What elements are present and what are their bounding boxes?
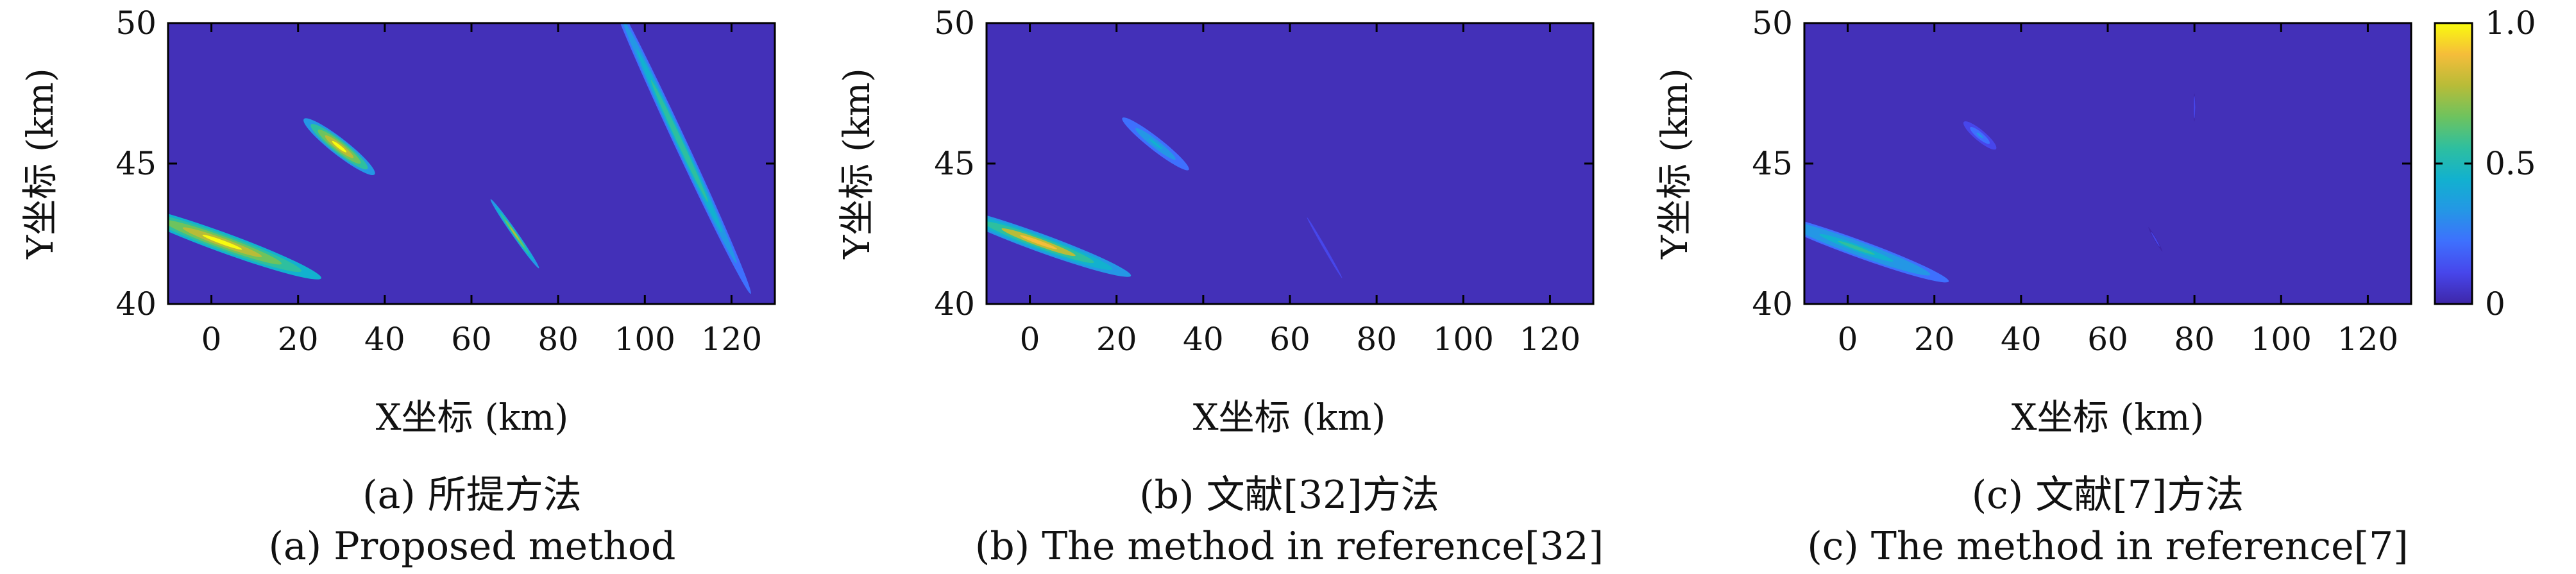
x-tick-label: 0 bbox=[201, 321, 222, 358]
target-blob-layer bbox=[1020, 235, 1057, 249]
target-blob-layer bbox=[1838, 241, 1875, 255]
x-tick-label: 120 bbox=[2337, 321, 2398, 358]
y-tick-label: 45 bbox=[934, 145, 975, 182]
target-blob-layer bbox=[332, 140, 347, 153]
y-tick-label: 40 bbox=[934, 285, 975, 323]
target-blob bbox=[168, 205, 321, 280]
colorbar-tick-label: 0.5 bbox=[2485, 145, 2536, 182]
x-tick-label: 20 bbox=[278, 321, 319, 358]
y-tick-label: 40 bbox=[1752, 285, 1793, 323]
y-tick-label: 45 bbox=[1752, 145, 1793, 182]
x-tick-label: 120 bbox=[701, 321, 762, 358]
y-tick-label: 45 bbox=[115, 145, 157, 182]
target-blob bbox=[2193, 93, 2196, 122]
colorbar-tick-label: 0 bbox=[2485, 285, 2505, 323]
target-blob bbox=[490, 199, 539, 269]
x-tick-label: 60 bbox=[1269, 321, 1310, 358]
colorbar: 1.0 0.5 0 bbox=[2434, 4, 2536, 323]
y-tick-label: 50 bbox=[115, 4, 157, 42]
x-tick-label: 100 bbox=[2251, 321, 2312, 358]
y-tick-label: 50 bbox=[1752, 4, 1793, 42]
target-blob-layer bbox=[2153, 237, 2157, 242]
target-blob bbox=[1963, 121, 1997, 150]
panel-c-caption-cn: (c) 文献[7]方法 bbox=[1972, 473, 2244, 518]
panel-c-ylabel: Y坐标 (km) bbox=[1654, 68, 1696, 260]
target-blob-layer bbox=[509, 226, 520, 241]
x-tick-label: 0 bbox=[1838, 321, 1858, 358]
target-blob bbox=[303, 118, 375, 176]
x-tick-label: 120 bbox=[1520, 321, 1580, 358]
panel-c-xlabel: X坐标 (km) bbox=[2012, 397, 2204, 439]
target-blob-layer bbox=[1976, 132, 1983, 139]
target-blob bbox=[1122, 117, 1189, 171]
x-tick-label: 40 bbox=[1183, 321, 1224, 358]
plot-background bbox=[1804, 23, 2411, 304]
panel-b-caption-cn: (b) 文献[32]方法 bbox=[1139, 473, 1439, 518]
target-blob-layer bbox=[665, 110, 694, 172]
x-tick-label: 100 bbox=[1433, 321, 1494, 358]
x-tick-label: 80 bbox=[2174, 321, 2215, 358]
x-tick-label: 40 bbox=[2001, 321, 2042, 358]
target-blob bbox=[987, 207, 1131, 277]
x-tick-label: 20 bbox=[1096, 321, 1137, 358]
target-blob bbox=[2148, 227, 2163, 252]
panel-a-ylabel: Y坐标 (km) bbox=[20, 68, 62, 260]
panel-a-caption-cn: (a) 所提方法 bbox=[362, 473, 582, 518]
x-tick-label: 0 bbox=[1020, 321, 1040, 358]
x-tick-label: 80 bbox=[538, 321, 579, 358]
x-tick-label: 20 bbox=[1914, 321, 1955, 358]
panel-b-ylabel: Y坐标 (km) bbox=[836, 68, 878, 260]
panel-a-caption-en: (a) Proposed method bbox=[269, 524, 676, 569]
panel-b-caption-en: (b) The method in reference[32] bbox=[975, 524, 1604, 569]
target-blob bbox=[1804, 213, 1949, 283]
target-blob-layer bbox=[2194, 105, 2196, 110]
x-tick-label: 60 bbox=[2087, 321, 2128, 358]
target-blob-layer bbox=[1321, 241, 1328, 254]
y-tick-label: 40 bbox=[115, 285, 157, 323]
panel-c-caption-en: (c) The method in reference[7] bbox=[1807, 524, 2408, 569]
heatmap-c: 0 20 40 60 80 100 120 40 45 50 bbox=[1752, 4, 2412, 358]
x-tick-label: 80 bbox=[1356, 321, 1397, 358]
x-tick-label: 40 bbox=[364, 321, 405, 358]
target-blob bbox=[1307, 217, 1343, 278]
target-blob bbox=[607, 23, 751, 294]
heatmap-a: 0 20 40 60 80 100 120 40 45 50 bbox=[115, 4, 776, 358]
panel-a-xlabel: X坐标 (km) bbox=[376, 397, 568, 439]
x-tick-label: 100 bbox=[614, 321, 675, 358]
panel-b-xlabel: X坐标 (km) bbox=[1193, 397, 1385, 439]
target-blob-layer bbox=[1149, 139, 1162, 149]
heatmap-b: 0 20 40 60 80 100 120 40 45 50 bbox=[934, 4, 1595, 358]
colorbar-tick-label: 1.0 bbox=[2485, 4, 2536, 42]
y-tick-label: 50 bbox=[934, 4, 975, 42]
x-tick-label: 60 bbox=[451, 321, 492, 358]
target-blob-layer bbox=[202, 235, 242, 250]
